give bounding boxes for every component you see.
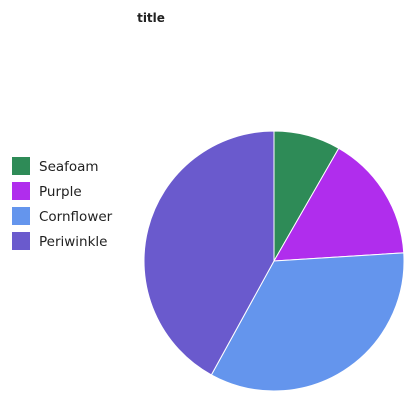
legend-label-cornflower: Cornflower (39, 209, 113, 225)
legend-swatch-periwinkle (12, 232, 30, 250)
pie-slice-periwinkle (143, 130, 275, 376)
pie-slice-purple (273, 147, 405, 262)
legend-label-periwinkle: Periwinkle (39, 234, 108, 250)
pie-slices (143, 130, 405, 392)
legend-label-seafoam: Seafoam (39, 159, 99, 175)
legend-swatch-purple (12, 182, 30, 200)
legend-label-purple: Purple (39, 184, 82, 200)
legend-swatch-cornflower (12, 207, 30, 225)
chart-title: title (137, 11, 165, 25)
legend-swatch-seafoam (12, 157, 30, 175)
legend: Seafoam Purple Cornflower Periwinkle (12, 157, 113, 250)
